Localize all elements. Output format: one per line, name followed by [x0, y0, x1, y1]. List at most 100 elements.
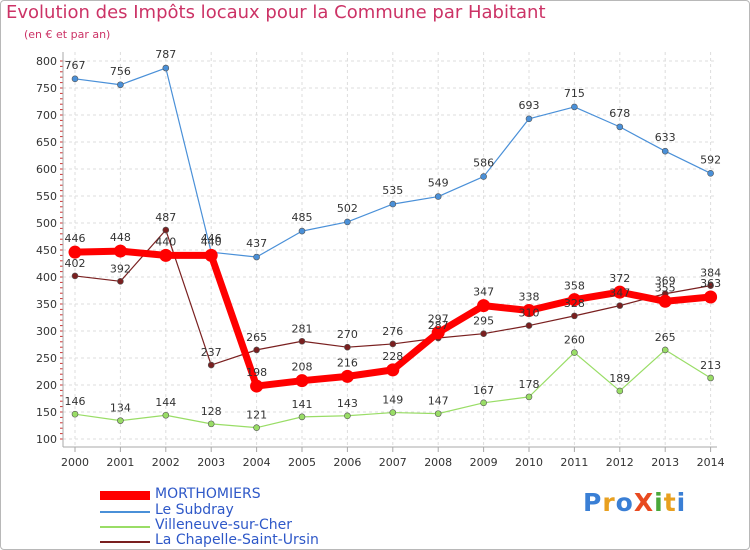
- data-label-la-chapelle-saint-ursin: 384: [700, 267, 721, 280]
- data-label-la-chapelle-saint-ursin: 287: [428, 319, 449, 332]
- data-point-le-subdray: [117, 81, 124, 89]
- logo-letter: i: [654, 488, 664, 517]
- data-label-villeneuve-sur-cher: 143: [337, 397, 358, 410]
- data-point-villeneuve-sur-cher: [389, 409, 397, 416]
- x-tick-label: 2011: [560, 456, 588, 469]
- data-point-morthomiers: [113, 244, 127, 258]
- data-point-morthomiers: [567, 293, 581, 307]
- data-label-morthomiers: 297: [428, 313, 449, 326]
- legend-swatch-le-subdray: [100, 511, 150, 513]
- data-label-le-subdray: 693: [519, 99, 540, 112]
- data-label-morthomiers: 448: [110, 231, 131, 244]
- data-point-le-subdray: [525, 115, 533, 123]
- data-label-villeneuve-sur-cher: 141: [292, 398, 313, 411]
- data-label-morthomiers: 216: [337, 356, 358, 369]
- data-point-la-chapelle-saint-ursin: [571, 312, 578, 320]
- data-label-villeneuve-sur-cher: 128: [201, 405, 222, 418]
- x-tick-label: 2000: [61, 456, 89, 469]
- data-label-villeneuve-sur-cher: 144: [155, 396, 176, 409]
- data-point-le-subdray: [162, 64, 170, 72]
- data-label-morthomiers: 446: [65, 232, 86, 245]
- x-tick-label: 2010: [515, 456, 543, 469]
- data-point-morthomiers: [68, 245, 82, 259]
- y-tick-label: 400: [36, 271, 57, 284]
- data-point-morthomiers: [522, 303, 536, 317]
- data-point-la-chapelle-saint-ursin: [707, 282, 714, 289]
- x-tick-label: 2005: [288, 456, 316, 469]
- data-point-morthomiers: [295, 374, 309, 388]
- logo-letter: X: [633, 488, 655, 517]
- data-point-villeneuve-sur-cher: [571, 349, 578, 356]
- y-tick-label: 100: [36, 433, 57, 446]
- data-point-le-subdray: [616, 123, 624, 131]
- data-point-villeneuve-sur-cher: [207, 420, 215, 428]
- data-label-la-chapelle-saint-ursin: 402: [65, 257, 86, 270]
- data-label-le-subdray: 437: [246, 237, 267, 250]
- data-label-villeneuve-sur-cher: 260: [564, 334, 585, 347]
- data-label-le-subdray: 549: [428, 177, 449, 190]
- data-label-morthomiers: 363: [700, 277, 721, 290]
- data-point-villeneuve-sur-cher: [253, 424, 260, 431]
- data-point-villeneuve-sur-cher: [434, 410, 442, 417]
- x-tick-label: 2002: [152, 456, 180, 469]
- x-tick-label: 2013: [651, 456, 679, 469]
- data-point-le-subdray: [571, 103, 578, 111]
- proxiti-logo: ProXiti: [583, 488, 686, 517]
- data-label-villeneuve-sur-cher: 149: [382, 394, 403, 407]
- data-label-la-chapelle-saint-ursin: 270: [337, 328, 358, 341]
- x-tick-label: 2009: [470, 456, 498, 469]
- data-label-le-subdray: 756: [110, 65, 131, 78]
- data-point-la-chapelle-saint-ursin: [117, 278, 124, 285]
- x-tick-label: 2001: [106, 456, 134, 469]
- data-label-morthomiers: 347: [473, 286, 494, 299]
- logo-letter: t: [663, 488, 677, 517]
- data-point-morthomiers: [477, 299, 491, 313]
- data-label-morthomiers: 228: [382, 350, 403, 363]
- data-label-morthomiers: 372: [609, 272, 630, 285]
- data-label-villeneuve-sur-cher: 147: [428, 395, 449, 408]
- chart-title: Evolution des Impôts locaux pour la Comm…: [6, 2, 546, 23]
- data-point-villeneuve-sur-cher: [117, 417, 124, 424]
- data-point-la-chapelle-saint-ursin: [480, 330, 487, 338]
- data-point-morthomiers: [204, 248, 218, 262]
- y-tick-label: 650: [36, 136, 57, 149]
- y-tick-label: 150: [36, 406, 57, 419]
- data-label-le-subdray: 502: [337, 202, 358, 215]
- data-point-la-chapelle-saint-ursin: [389, 340, 397, 348]
- data-point-la-chapelle-saint-ursin: [616, 302, 624, 309]
- legend-label-morthomiers: MORTHOMIERS: [155, 486, 261, 502]
- data-label-la-chapelle-saint-ursin: 328: [564, 297, 585, 310]
- data-point-le-subdray: [707, 170, 714, 177]
- data-label-la-chapelle-saint-ursin: 369: [655, 275, 676, 288]
- data-point-le-subdray: [661, 147, 669, 155]
- data-point-la-chapelle-saint-ursin: [344, 343, 351, 351]
- data-label-morthomiers: 355: [655, 281, 676, 294]
- data-point-la-chapelle-saint-ursin: [525, 322, 533, 329]
- y-tick-label: 450: [36, 244, 57, 257]
- data-label-la-chapelle-saint-ursin: 237: [201, 346, 222, 359]
- y-tick-label: 800: [36, 55, 57, 68]
- data-point-villeneuve-sur-cher: [707, 374, 714, 382]
- logo-letter: P: [583, 488, 603, 517]
- data-point-le-subdray: [71, 75, 79, 83]
- data-point-villeneuve-sur-cher: [480, 399, 487, 407]
- data-label-le-subdray: 715: [564, 87, 585, 100]
- data-point-la-chapelle-saint-ursin: [71, 272, 79, 280]
- y-tick-label: 500: [36, 217, 57, 230]
- data-label-la-chapelle-saint-ursin: 487: [155, 211, 176, 224]
- legend-swatch-villeneuve-sur-cher: [100, 526, 150, 528]
- data-point-morthomiers: [159, 248, 173, 262]
- y-tick-label: 750: [36, 82, 57, 95]
- legend-label-la-chapelle-saint-ursin: La Chapelle-Saint-Ursin: [155, 532, 319, 548]
- data-point-la-chapelle-saint-ursin: [207, 361, 215, 369]
- data-label-morthomiers: 440: [201, 235, 222, 248]
- x-tick-label: 2006: [333, 456, 361, 469]
- data-point-le-subdray: [480, 173, 487, 180]
- x-tick-label: 2004: [243, 456, 271, 469]
- data-label-la-chapelle-saint-ursin: 265: [246, 331, 267, 344]
- data-label-villeneuve-sur-cher: 121: [246, 409, 267, 422]
- y-tick-label: 300: [36, 325, 57, 338]
- data-label-villeneuve-sur-cher: 134: [110, 402, 131, 415]
- y-tick-label: 350: [36, 298, 57, 311]
